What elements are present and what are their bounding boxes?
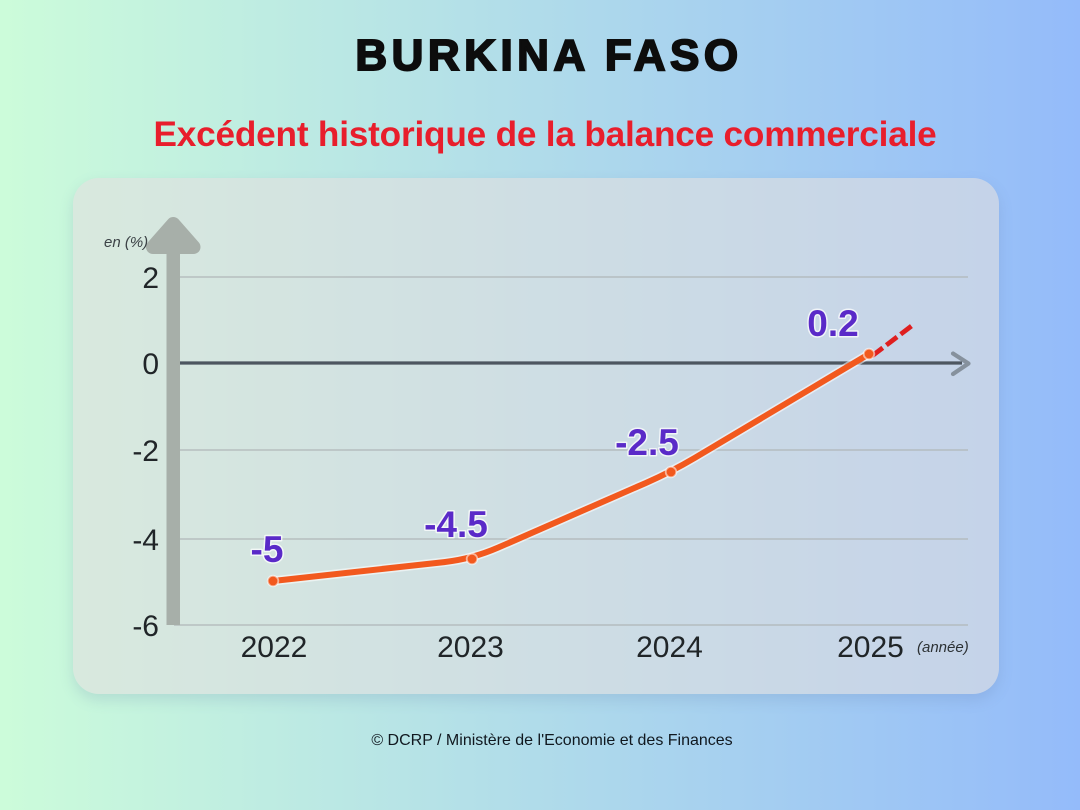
svg-text:(année): (année) [917, 639, 969, 656]
svg-text:2: 2 [142, 262, 159, 295]
svg-text:-4.5: -4.5 [424, 504, 488, 545]
svg-text:-5: -5 [251, 529, 284, 570]
svg-text:2023: 2023 [437, 631, 504, 664]
svg-text:-2.5: -2.5 [615, 422, 679, 463]
svg-text:2022: 2022 [241, 631, 308, 664]
svg-text:2024: 2024 [636, 631, 703, 664]
svg-text:-6: -6 [132, 610, 159, 643]
svg-text:-2: -2 [132, 435, 159, 468]
svg-text:0: 0 [142, 348, 159, 381]
svg-text:-4: -4 [132, 524, 159, 557]
svg-text:en (%): en (%) [104, 234, 148, 251]
svg-text:0.2: 0.2 [807, 303, 858, 344]
svg-text:2025: 2025 [837, 631, 904, 664]
